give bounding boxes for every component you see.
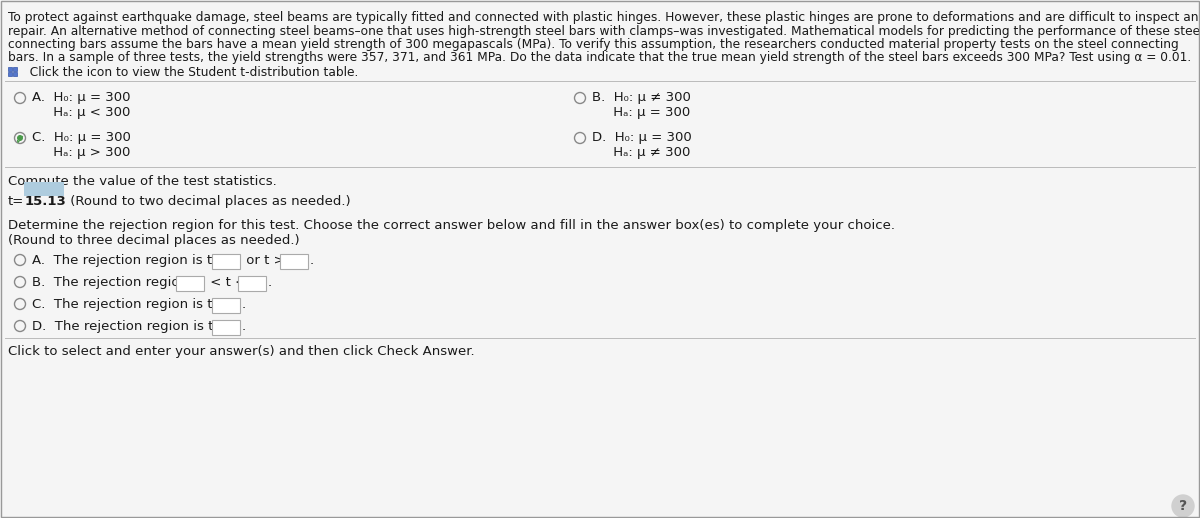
Text: connecting bars assume the bars have a mean yield strength of 300 megapascals (M: connecting bars assume the bars have a m…: [8, 38, 1178, 51]
Text: t=: t=: [8, 195, 24, 208]
Text: Hₐ: μ < 300: Hₐ: μ < 300: [32, 106, 131, 119]
Text: (Round to two decimal places as needed.): (Round to two decimal places as needed.): [66, 195, 350, 208]
Text: bars. In a sample of three tests, the yield strengths were 357, 371, and 361 MPa: bars. In a sample of three tests, the yi…: [8, 51, 1192, 65]
Text: B.  The rejection region is: B. The rejection region is: [32, 276, 203, 289]
Text: To protect against earthquake damage, steel beams are typically fitted and conne: To protect against earthquake damage, st…: [8, 11, 1200, 24]
FancyBboxPatch shape: [24, 182, 64, 196]
Text: ✓: ✓: [14, 134, 24, 147]
FancyBboxPatch shape: [13, 72, 17, 76]
FancyBboxPatch shape: [212, 320, 240, 335]
Circle shape: [17, 135, 23, 141]
Text: C.  The rejection region is t >: C. The rejection region is t >: [32, 298, 228, 311]
Text: Determine the rejection region for this test. Choose the correct answer below an: Determine the rejection region for this …: [8, 219, 895, 232]
Text: C.  H₀: μ = 300: C. H₀: μ = 300: [32, 131, 131, 144]
Text: D.  H₀: μ = 300: D. H₀: μ = 300: [592, 131, 691, 144]
Text: ?: ?: [1178, 499, 1187, 513]
Text: < t <: < t <: [206, 276, 246, 289]
FancyBboxPatch shape: [8, 72, 12, 76]
Text: .: .: [242, 320, 246, 333]
FancyBboxPatch shape: [212, 297, 240, 312]
Text: Click the icon to view the Student t-distribution table.: Click the icon to view the Student t-dis…: [22, 66, 359, 79]
Text: .: .: [268, 276, 272, 289]
Text: .: .: [310, 254, 314, 267]
Text: D.  The rejection region is t <: D. The rejection region is t <: [32, 320, 229, 333]
Text: .: .: [242, 298, 246, 311]
FancyBboxPatch shape: [13, 67, 17, 71]
Text: Hₐ: μ > 300: Hₐ: μ > 300: [32, 146, 131, 159]
Text: (Round to three decimal places as needed.): (Round to three decimal places as needed…: [8, 234, 300, 247]
FancyBboxPatch shape: [8, 67, 12, 71]
Text: B.  H₀: μ ≠ 300: B. H₀: μ ≠ 300: [592, 91, 691, 104]
FancyBboxPatch shape: [212, 253, 240, 268]
Text: A.  H₀: μ = 300: A. H₀: μ = 300: [32, 91, 131, 104]
Text: or t >: or t >: [242, 254, 284, 267]
FancyBboxPatch shape: [280, 253, 308, 268]
Text: Hₐ: μ = 300: Hₐ: μ = 300: [592, 106, 690, 119]
Circle shape: [1172, 495, 1194, 517]
Text: Hₐ: μ ≠ 300: Hₐ: μ ≠ 300: [592, 146, 690, 159]
Text: Compute the value of the test statistics.: Compute the value of the test statistics…: [8, 175, 277, 188]
Text: Click to select and enter your answer(s) and then click Check Answer.: Click to select and enter your answer(s)…: [8, 345, 475, 358]
FancyBboxPatch shape: [238, 276, 266, 291]
Text: repair. An alternative method of connecting steel beams–one that uses high-stren: repair. An alternative method of connect…: [8, 24, 1200, 37]
FancyBboxPatch shape: [176, 276, 204, 291]
Text: A.  The rejection region is t <: A. The rejection region is t <: [32, 254, 228, 267]
Text: 15.13: 15.13: [25, 195, 67, 208]
